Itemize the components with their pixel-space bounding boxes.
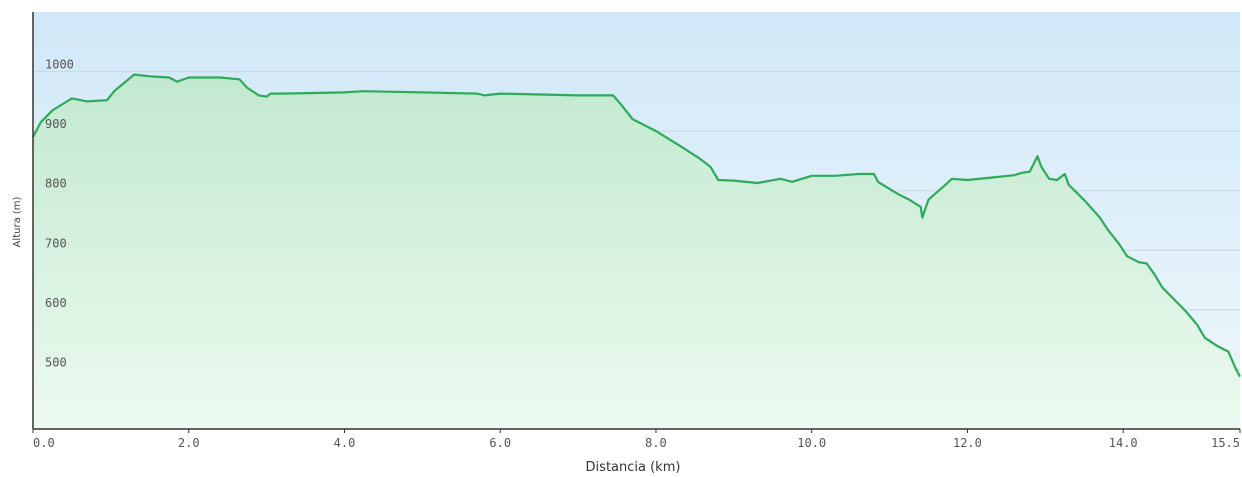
- x-tick-label: 2.0: [178, 436, 200, 450]
- y-tick-label: 900: [45, 117, 67, 131]
- x-tick-label: 12.0: [953, 436, 982, 450]
- x-tick-label: 6.0: [489, 436, 511, 450]
- y-tick-label: 1000: [45, 58, 74, 72]
- x-tick-label: 15.5: [1211, 436, 1240, 450]
- x-tick-label: 8.0: [645, 436, 667, 450]
- x-axis-title: Distancia (km): [586, 460, 681, 475]
- x-tick-label: 4.0: [334, 436, 356, 450]
- x-tick-label: 10.0: [797, 436, 826, 450]
- y-tick-label: 700: [45, 236, 67, 250]
- y-tick-label: 800: [45, 177, 67, 191]
- y-tick-label: 600: [45, 296, 67, 310]
- axes: [32, 12, 1240, 430]
- x-tick-labels: 0.0 2.0 4.0 6.0 8.0 10.0 12.0 14.0 15.5: [32, 429, 1241, 450]
- y-axis-title: Altura (m): [12, 196, 23, 247]
- elevation-area: [33, 74, 1240, 429]
- y-tick-labels: 500 600 700 800 900 1000: [45, 58, 74, 370]
- y-tick-label: 500: [45, 355, 67, 369]
- x-tick-label: 14.0: [1109, 436, 1138, 450]
- elevation-line: [32, 73, 1241, 378]
- x-tick-label: 0.0: [33, 436, 55, 450]
